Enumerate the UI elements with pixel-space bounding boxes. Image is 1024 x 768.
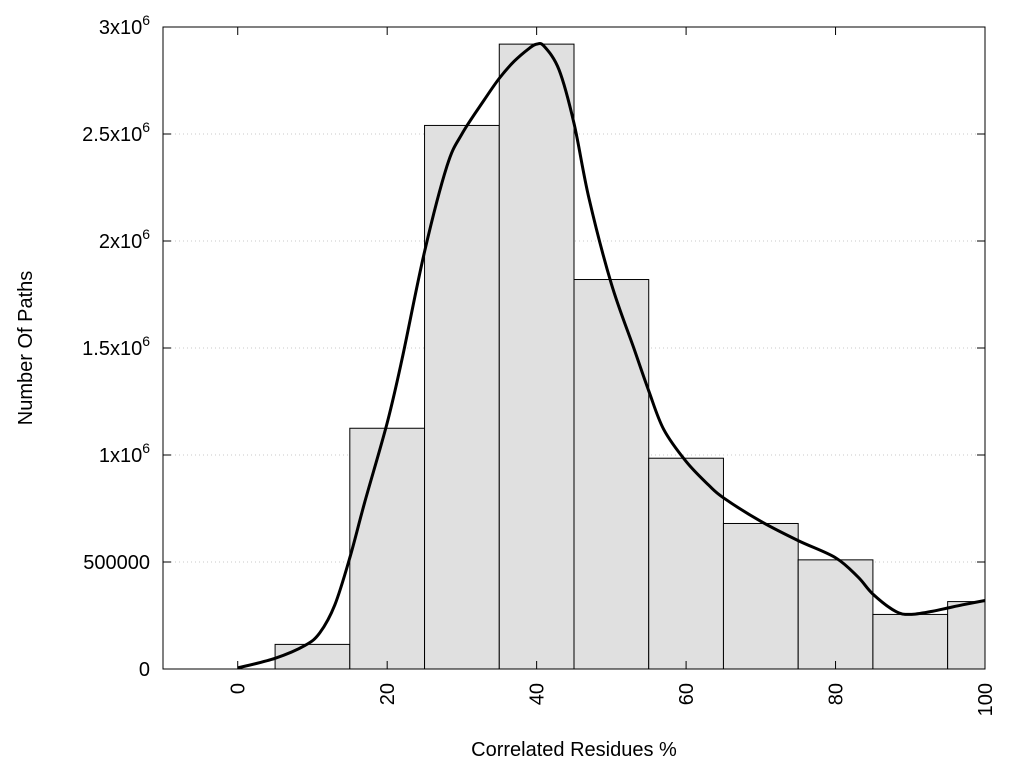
histogram-bar-1 bbox=[349, 427, 426, 670]
x-axis-ticks: 0 20 40 60 80 100 bbox=[228, 27, 997, 716]
y-tick-label-6: 3x106 bbox=[99, 12, 150, 39]
x-tick-label-2: 40 bbox=[527, 683, 549, 705]
histogram-bar-3 bbox=[498, 43, 575, 670]
x-tick-label-4: 80 bbox=[826, 683, 848, 705]
histogram-bar-9 bbox=[947, 601, 986, 670]
y-tick-label-1: 500000 bbox=[83, 552, 150, 574]
x-tick-label-1: 20 bbox=[377, 683, 399, 705]
histogram-bar-6 bbox=[722, 522, 799, 670]
y-tick-label-2: 1x106 bbox=[99, 440, 150, 467]
y-tick-label-5: 2.5x106 bbox=[82, 119, 150, 146]
x-tick-label-5: 100 bbox=[975, 683, 997, 716]
histogram-bar-0 bbox=[274, 643, 351, 670]
y-tick-label-4: 2x106 bbox=[99, 226, 150, 253]
density-curve bbox=[237, 41, 986, 670]
histogram-bar-2 bbox=[424, 124, 500, 670]
histogram-bar-8 bbox=[872, 613, 949, 670]
y-tick-label-0: 0 bbox=[139, 659, 150, 681]
histogram-bars bbox=[274, 43, 986, 670]
x-tick-label-3: 60 bbox=[676, 683, 698, 705]
histogram-bar-4 bbox=[573, 279, 650, 670]
y-axis-label: Number Of Paths bbox=[15, 271, 37, 426]
histogram-bar-7 bbox=[797, 559, 874, 670]
y-axis-ticks: 0 500000 1x106 1.5x106 2x106 2.5x106 3x106 bbox=[82, 12, 985, 681]
y-tick-label-3: 1.5x106 bbox=[82, 333, 150, 360]
density-curve-layer bbox=[237, 41, 986, 670]
x-tick-label-0: 0 bbox=[228, 683, 250, 694]
x-axis-label: Correlated Residues % bbox=[471, 739, 677, 761]
